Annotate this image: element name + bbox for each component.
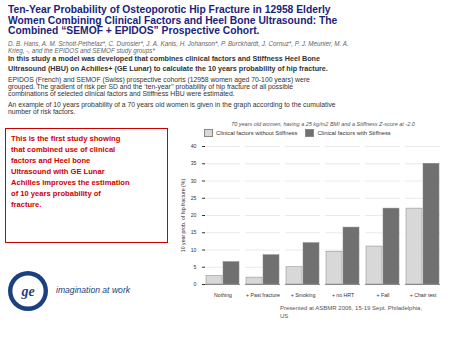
svg-text:+ Chair test: + Chair test	[410, 292, 437, 298]
html-text:An example of 10 years probabi: An example of 10 years probability of a …	[8, 101, 336, 108]
html-text:Clinical factors without Stiff: Clinical factors without Stiffness	[216, 130, 298, 136]
html-text:grouped. The gradient of risk: grouped. The gradient of risk per SD and…	[8, 83, 293, 90]
html-text:EPIDOS (French) and SEMOF (Swi: EPIDOS (French) and SEMOF (Swiss) prospe…	[8, 76, 310, 83]
html-text:D. B. Hans, A. M. Schott-Pethe: D. B. Hans, A. M. Schott-Pethelaz*, C. D…	[8, 40, 349, 47]
svg-text:0: 0	[194, 281, 197, 287]
html-text:In this study a model was deve: In this study a model was developed that…	[8, 54, 328, 73]
svg-text:+ Past fracture: + Past fracture	[246, 292, 280, 298]
svg-text:35: 35	[191, 160, 197, 166]
html-text:number of risk factors.: number of risk factors.	[8, 108, 76, 115]
svg-text:30: 30	[191, 178, 197, 184]
svg-text:+ no HRT: + no HRT	[332, 292, 355, 298]
svg-text:ge: ge	[20, 284, 34, 299]
svg-text:Nothing: Nothing	[214, 292, 232, 298]
html-text:70 years old women, having a 2: 70 years old women, having a 25 kg/m2 BM…	[231, 121, 415, 127]
svg-text:40: 40	[191, 143, 197, 149]
svg-text:+ Smoking: + Smoking	[291, 292, 316, 298]
html-text:This is the first study showin: This is the first study showing that com…	[11, 134, 130, 209]
svg-text:+ Fall: + Fall	[377, 292, 390, 298]
svg-text:20: 20	[191, 212, 197, 218]
html-text:Presented at ASBMR 2006, 15-19: Presented at ASBMR 2006, 15-19 Sept. Phi…	[280, 305, 423, 319]
html-text:Ten-Year Probability of Osteop: Ten-Year Probability of Osteoporotic Hip…	[8, 4, 338, 36]
svg-text:25: 25	[191, 195, 197, 201]
html-text:Krieg, -, and the EPIDOS and S: Krieg, -, and the EPIDOS and SEMOF study…	[8, 46, 155, 54]
html-text:imagination at work: imagination at work	[56, 285, 130, 295]
svg-text:10 year prob. of hip fracture: 10 year prob. of hip fracture (%)	[180, 179, 186, 253]
svg-text:5: 5	[194, 264, 197, 270]
html-text:Clinical factors with Stiffnes: Clinical factors with Stiffness	[317, 130, 391, 136]
svg-text:10: 10	[191, 247, 197, 253]
svg-text:15: 15	[191, 229, 197, 235]
html-text:combinations of selected clini: combinations of selected clinical factor…	[8, 90, 235, 97]
